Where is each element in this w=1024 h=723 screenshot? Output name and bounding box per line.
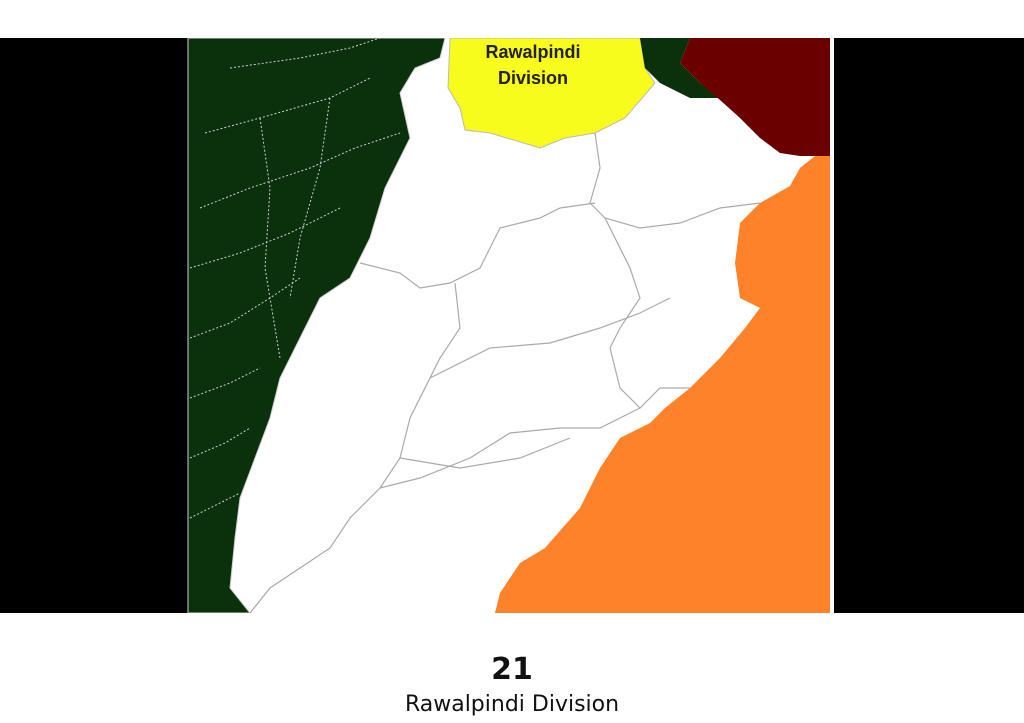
main-district-borders [249,132,761,613]
map-frame: Rawalpindi Division [0,38,1024,613]
map-right-edge [830,38,834,613]
region-label-line2: Division [498,68,568,88]
slide-number: 21 [491,652,533,687]
slide-title: Rawalpindi Division [404,692,620,717]
region-north-east [680,38,830,156]
west-district-borders [189,38,401,519]
map: Rawalpindi Division [187,38,834,613]
region-label-line1: Rawalpindi [485,42,580,62]
region-west [187,38,446,613]
region-east [495,156,830,613]
